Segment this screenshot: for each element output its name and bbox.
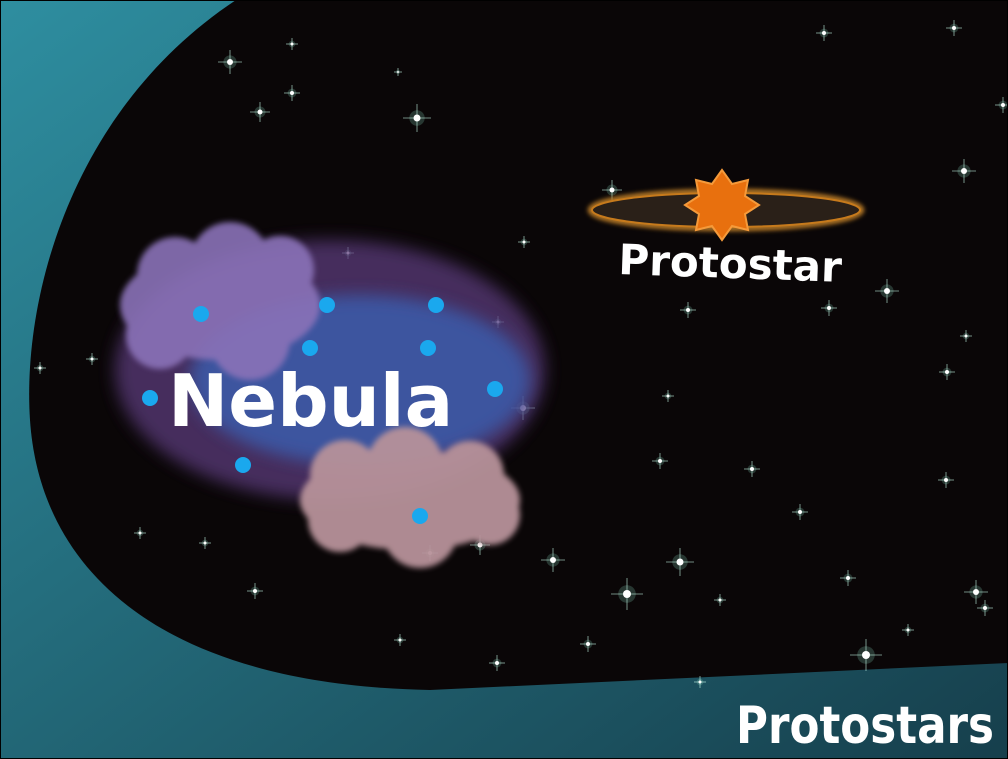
star: [714, 594, 726, 606]
star: [938, 472, 954, 488]
star: [611, 578, 643, 610]
slide-title: Protostars: [736, 696, 994, 756]
stars: [34, 20, 1008, 688]
star: [662, 390, 674, 402]
star: [792, 504, 808, 520]
star: [518, 236, 530, 248]
star: [652, 453, 668, 469]
nebula-dots: [142, 297, 503, 524]
star: [286, 38, 298, 50]
star: [489, 655, 505, 671]
star: [199, 537, 211, 549]
star: [250, 102, 270, 122]
star: [602, 180, 622, 200]
star: [541, 548, 565, 572]
star: [977, 600, 993, 616]
nebula-dot: [487, 381, 503, 397]
star: [134, 527, 146, 539]
nebula-dot: [412, 508, 428, 524]
star: [580, 636, 596, 652]
star: [666, 548, 694, 576]
star: [964, 580, 988, 604]
star: [939, 364, 955, 380]
nebula-dot: [193, 306, 209, 322]
star: [86, 353, 98, 365]
nebula-dot: [319, 297, 335, 313]
nebula-dot: [428, 297, 444, 313]
star: [995, 97, 1008, 113]
protostar-icon: [588, 168, 864, 242]
nebula-dot: [142, 390, 158, 406]
star: [694, 676, 706, 688]
star: [952, 159, 976, 183]
star: [218, 50, 242, 74]
nebula-label: Nebula: [168, 359, 453, 443]
nebula-dot: [420, 340, 436, 356]
star: [744, 461, 760, 477]
protostar-label: Protostar: [618, 235, 843, 292]
star: [394, 68, 402, 76]
star: [946, 20, 962, 36]
star: [840, 570, 856, 586]
nebula-dot: [235, 457, 251, 473]
star: [902, 624, 914, 636]
nebula-dot: [302, 340, 318, 356]
star: [394, 634, 406, 646]
star: [816, 25, 832, 41]
star: [403, 104, 431, 132]
star: [875, 279, 899, 303]
star: [284, 85, 300, 101]
star: [960, 330, 972, 342]
star: [821, 300, 837, 316]
star: [34, 362, 46, 374]
star: [680, 302, 696, 318]
star: [247, 583, 263, 599]
star: [850, 639, 882, 671]
